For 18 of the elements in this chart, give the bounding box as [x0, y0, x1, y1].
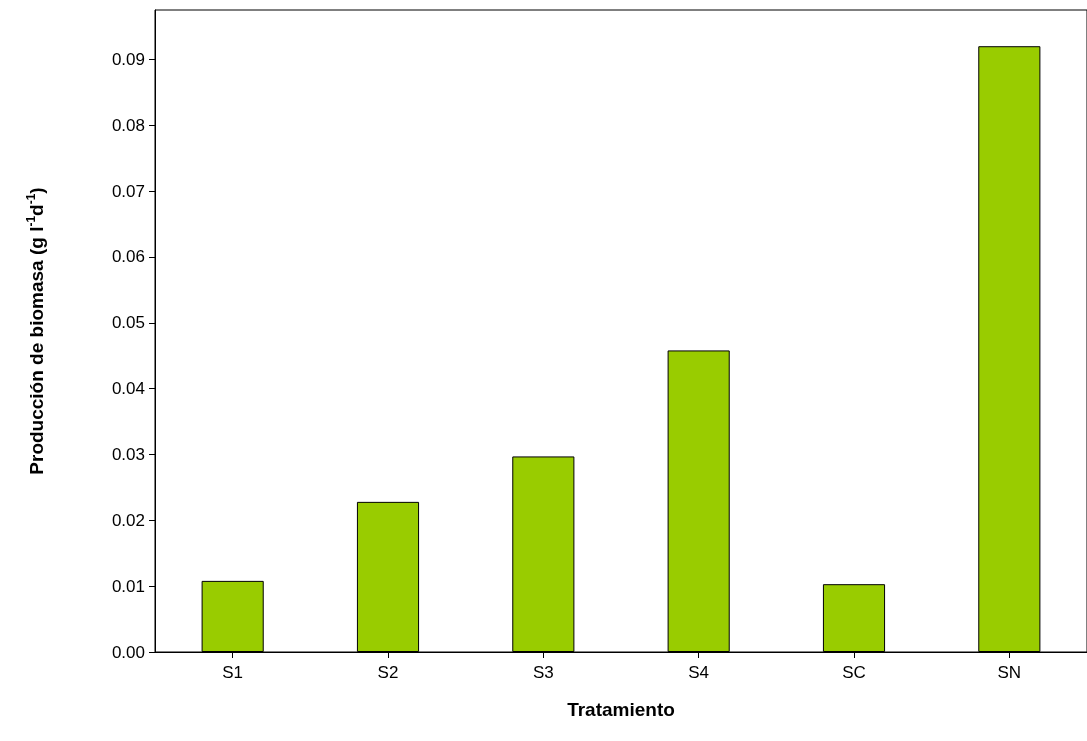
- x-axis-title: Tratamiento: [567, 699, 675, 720]
- y-tick-label: 0.02: [111, 510, 145, 530]
- x-tick-label: SN: [997, 663, 1022, 682]
- x-tick-label: S2: [377, 663, 399, 682]
- x-tick-label: S3: [532, 663, 554, 682]
- y-tick-label: 0.00: [111, 642, 145, 662]
- y-tick-label: 0.06: [111, 247, 145, 267]
- y-tick-label: 0.01: [111, 576, 145, 596]
- y-tick-label: 0.04: [111, 379, 145, 399]
- x-tick-label: SC: [842, 663, 866, 682]
- y-tick-label: 0.09: [111, 49, 145, 69]
- y-tick-label: 0.03: [111, 444, 145, 464]
- y-tick-label: 0.05: [111, 313, 145, 333]
- y-tick-label: 0.07: [111, 181, 145, 201]
- x-tick-label: S4: [688, 663, 710, 682]
- y-axis-title: Producción de biomasa (g l-1d-1): [24, 187, 47, 475]
- y-tick-label: 0.08: [111, 115, 145, 135]
- x-tick-label: S1: [222, 663, 244, 682]
